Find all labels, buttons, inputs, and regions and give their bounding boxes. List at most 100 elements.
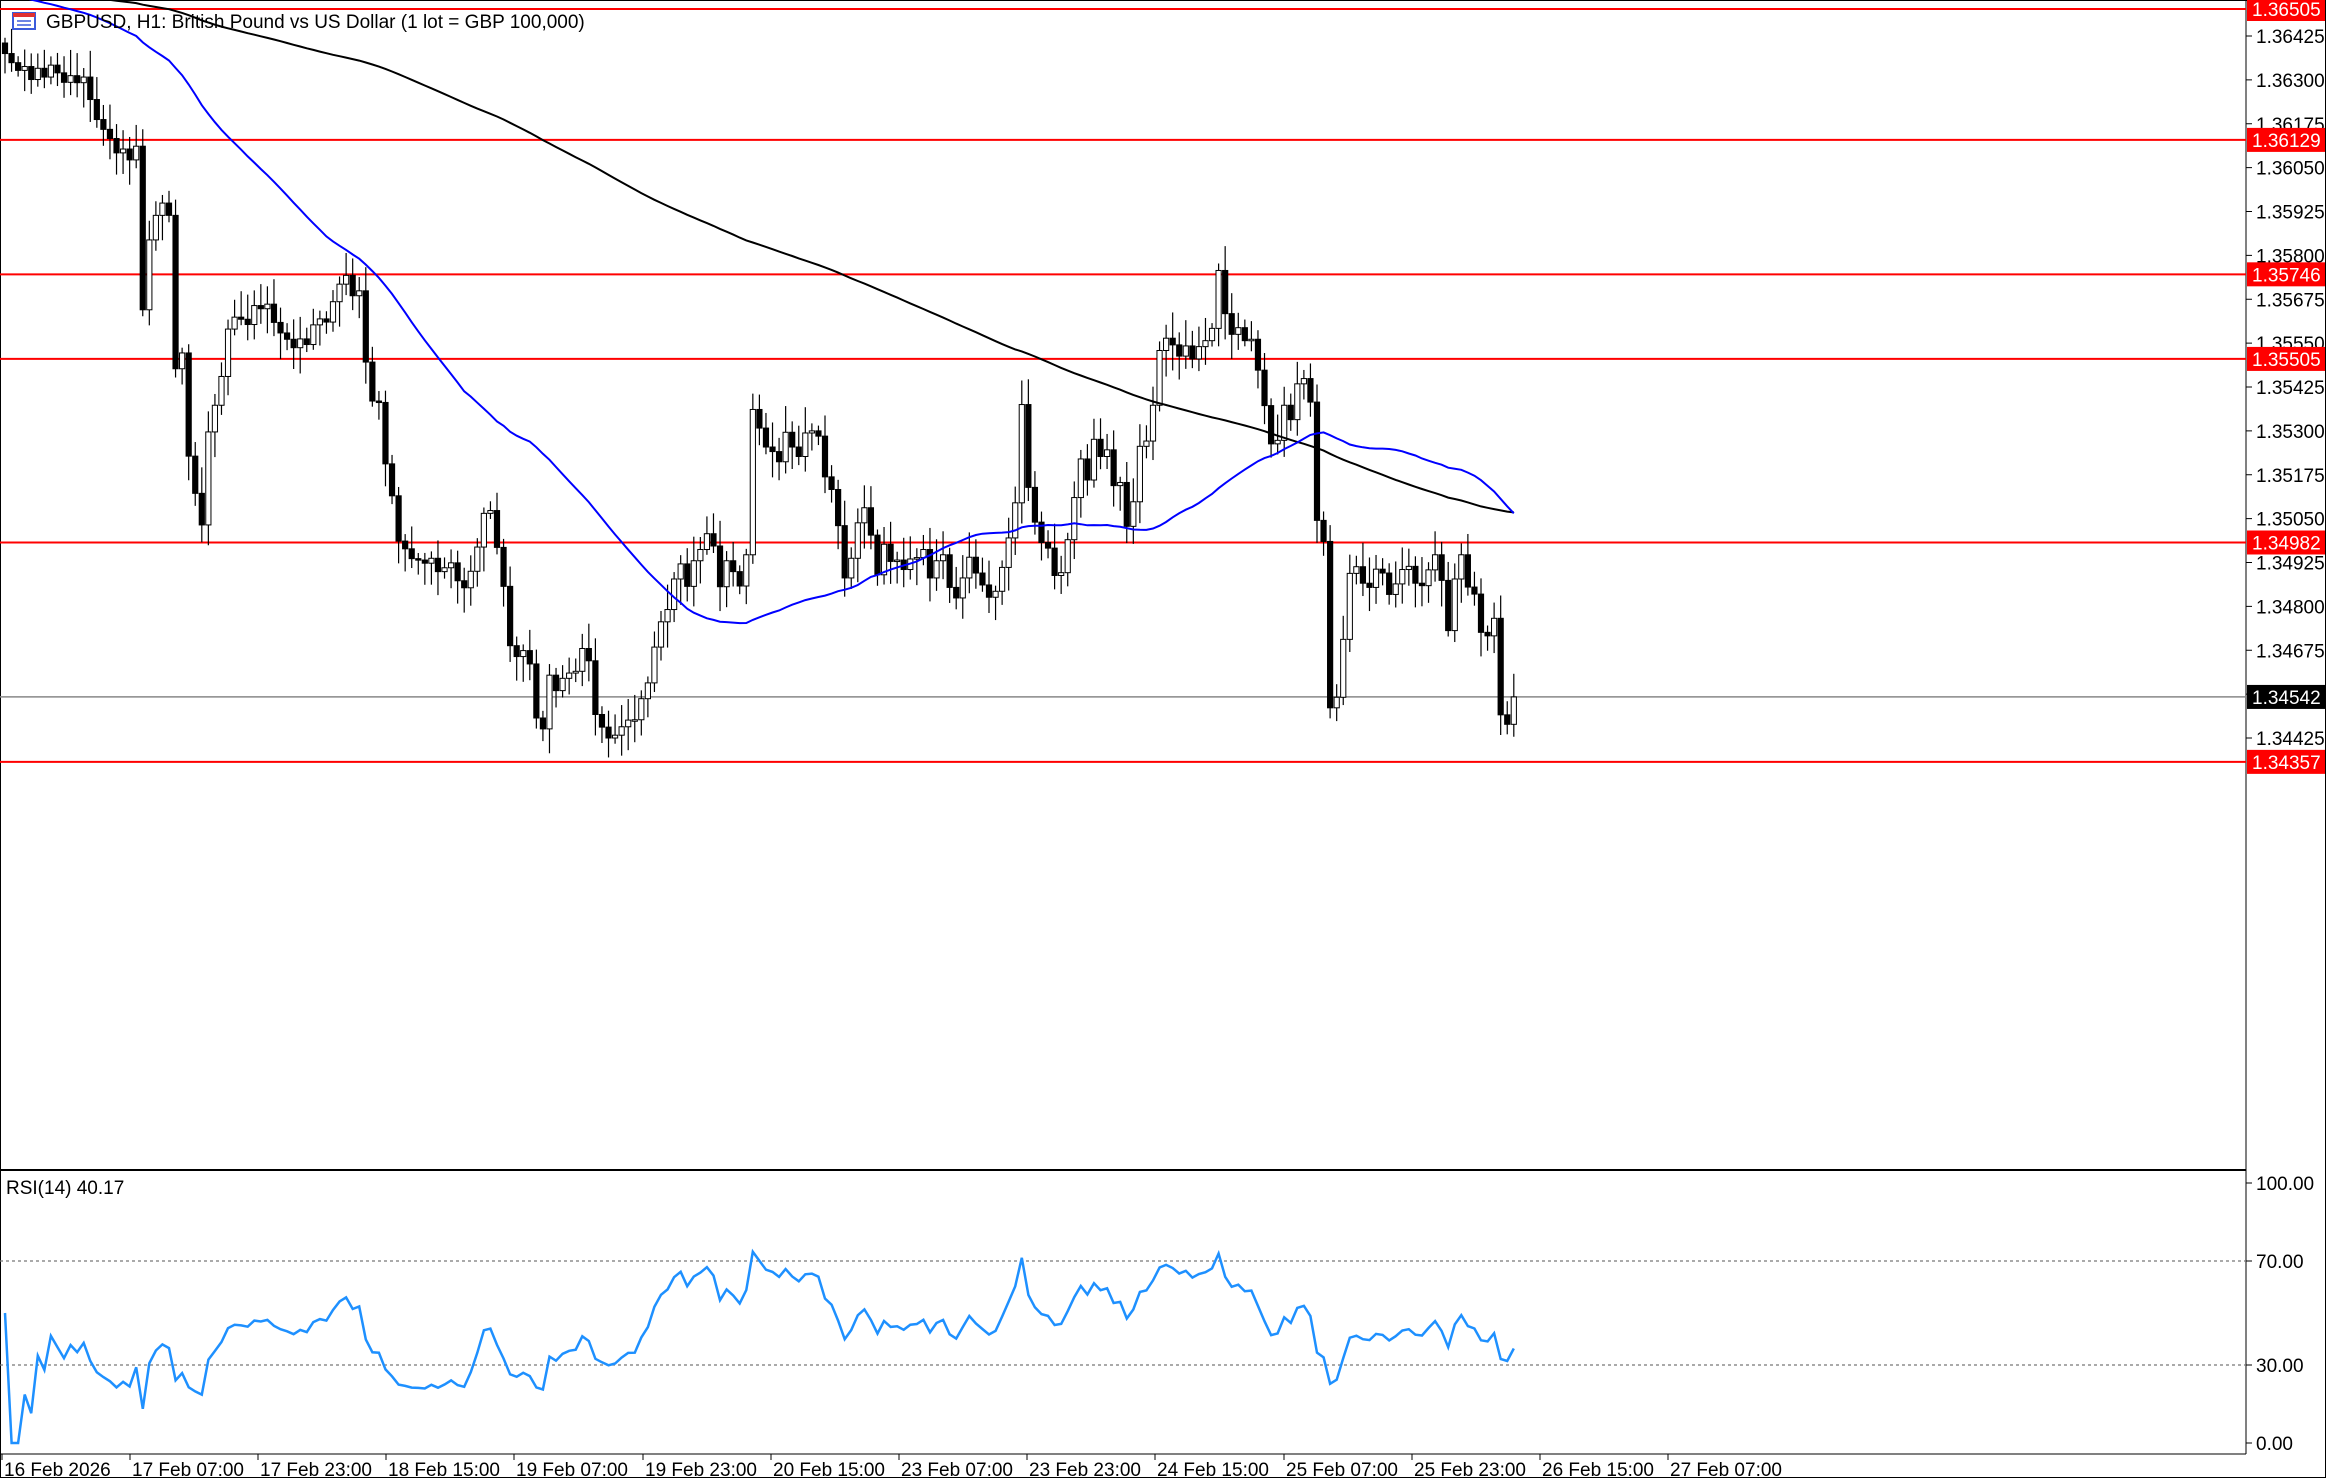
candle — [795, 425, 802, 466]
candle — [651, 631, 658, 692]
rsi-label: RSI(14) 40.17 — [6, 1178, 124, 1199]
candle — [1103, 433, 1111, 470]
level-price-tag: 1.34982 — [2247, 530, 2325, 555]
candle — [1274, 414, 1281, 455]
candle — [657, 610, 665, 661]
candle — [730, 541, 737, 587]
candle — [716, 520, 724, 612]
candle — [802, 407, 809, 472]
candle — [546, 664, 553, 754]
current-price-text: 1.34542 — [2252, 688, 2321, 709]
candle — [664, 584, 671, 648]
candle — [375, 391, 383, 420]
candle — [821, 415, 829, 494]
candle — [1208, 323, 1216, 347]
candle — [913, 548, 920, 586]
candle — [297, 316, 304, 374]
candle — [93, 77, 100, 128]
candle — [841, 500, 848, 597]
level-price-text: 1.36129 — [2252, 131, 2321, 152]
candle — [1169, 312, 1176, 371]
candle — [447, 549, 455, 589]
time-axis[interactable]: 16 Feb 2026 17 Feb 07:00 17 Feb 23:00 18 Fe… — [1, 1454, 1782, 1481]
time-tick-label: 17 Feb 07:00 — [132, 1460, 244, 1478]
candle — [690, 536, 697, 607]
candle — [1149, 386, 1157, 461]
level-price-text: 1.34357 — [2252, 753, 2321, 774]
price-tick-label: 1.36425 — [2256, 27, 2325, 48]
candle — [283, 323, 291, 351]
price-axis[interactable]: 1.364251.363001.361751.360501.359251.358… — [2246, 0, 2325, 774]
candle — [1222, 246, 1229, 340]
candle — [415, 553, 422, 575]
level-price-tag: 1.35746 — [2247, 262, 2325, 287]
chart-header: GBPUSD, H1: British Pound vs US Dollar (… — [12, 12, 585, 33]
chart-window-icon[interactable] — [12, 12, 36, 30]
candle — [808, 423, 815, 451]
candle — [218, 362, 225, 415]
candle — [356, 277, 363, 319]
level-price-tag: 1.34357 — [2247, 749, 2325, 774]
time-tick-label: 16 Feb 2026 — [4, 1460, 111, 1478]
candle — [1477, 578, 1485, 657]
candle — [1235, 312, 1242, 350]
candle — [500, 538, 507, 607]
time-tick-label: 19 Feb 07:00 — [516, 1460, 628, 1478]
price-tick-label: 1.35175 — [2256, 466, 2325, 487]
rsi-pane: 100.00 70.00 30.00 0.00 — [0, 1174, 2314, 1455]
candle — [119, 130, 127, 174]
level-price-text: 1.36505 — [2252, 0, 2321, 21]
candle — [861, 485, 868, 549]
time-tick-label: 24 Feb 15:00 — [1157, 1460, 1269, 1478]
candle — [1405, 548, 1412, 586]
candle — [703, 516, 711, 555]
candle — [1228, 293, 1235, 359]
candle — [1143, 425, 1150, 459]
time-tick-label: 18 Feb 15:00 — [388, 1460, 500, 1478]
candle — [1038, 511, 1045, 561]
candle — [1090, 418, 1098, 488]
candle — [1084, 444, 1091, 496]
candle — [507, 566, 514, 662]
candle — [159, 194, 166, 241]
candle — [1438, 541, 1445, 607]
candle — [303, 327, 310, 353]
price-tick-label: 1.34925 — [2256, 554, 2325, 575]
candle — [133, 124, 140, 169]
price-tick-label: 1.34675 — [2256, 641, 2325, 662]
moving-averages — [28, 0, 1515, 625]
candle — [1294, 361, 1301, 436]
candle — [480, 507, 487, 572]
candle — [697, 537, 704, 584]
candle — [1458, 543, 1465, 603]
level-price-text: 1.35746 — [2252, 265, 2321, 286]
candle — [552, 667, 560, 708]
price-tick-label: 1.34425 — [2256, 729, 2325, 750]
candle — [1353, 555, 1360, 585]
candle — [959, 555, 966, 619]
candle — [775, 437, 783, 481]
candle — [231, 299, 238, 336]
candle — [388, 454, 396, 505]
candle — [198, 467, 205, 543]
candle — [1412, 556, 1419, 608]
candle — [1064, 532, 1071, 587]
candle — [67, 49, 74, 96]
candle — [408, 526, 415, 569]
level-price-tag: 1.36129 — [2247, 127, 2325, 152]
candle — [1044, 530, 1052, 559]
candle — [395, 486, 402, 564]
candle — [756, 394, 763, 446]
candle — [60, 56, 68, 98]
time-tick-label: 26 Feb 15:00 — [1542, 1460, 1654, 1478]
candle — [211, 393, 219, 458]
candle — [513, 636, 520, 681]
candle — [343, 253, 350, 296]
candle — [1254, 330, 1262, 389]
candle — [815, 425, 822, 446]
candle — [34, 53, 41, 87]
candle — [887, 521, 894, 584]
rsi-tick-label: 30.00 — [2256, 1356, 2304, 1377]
